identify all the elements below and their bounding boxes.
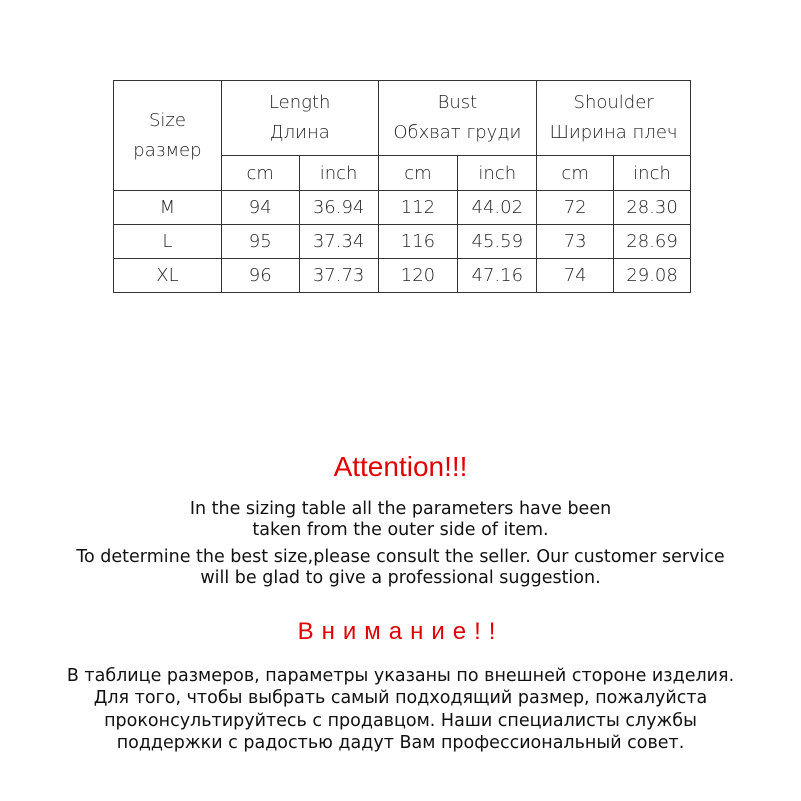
unit-header: inch xyxy=(298,155,379,191)
cell: 116 xyxy=(377,224,459,259)
cell: L xyxy=(113,224,222,259)
cell: M xyxy=(113,190,222,225)
cell: 120 xyxy=(377,258,459,293)
cell: 94 xyxy=(220,190,300,225)
attention-line-ru: Для того, чтобы выбрать самый подходящий… xyxy=(93,688,708,708)
cell: 47.16 xyxy=(457,258,538,293)
unit-header: inch xyxy=(613,155,691,191)
cell: 37.34 xyxy=(298,224,379,259)
attention-line-ru: поддержки с радостью дадут Вам профессио… xyxy=(116,733,685,753)
attention-line-ru: проконсультируйтесь с продавцом. Наши сп… xyxy=(104,711,697,731)
attention-line: taken from the outer side of item. xyxy=(252,520,549,540)
cell: 29.08 xyxy=(613,258,691,293)
cell: 96 xyxy=(220,258,300,293)
table-row: XL 96 37.73 120 47.16 74 29.08 xyxy=(113,258,691,293)
cell: 37.73 xyxy=(298,258,379,293)
attention-line-ru: В таблице размеров, параметры указаны по… xyxy=(66,666,735,686)
size-header: Size размер xyxy=(113,80,222,191)
cell: 72 xyxy=(536,190,615,225)
bust-header: Bust Обхват груди xyxy=(377,80,538,156)
size-header-ru: размер xyxy=(133,139,202,161)
cell: 74 xyxy=(536,258,615,293)
unit-header: cm xyxy=(220,155,300,191)
unit-header: cm xyxy=(377,155,459,191)
cell: 45.59 xyxy=(457,224,538,259)
size-header-en: Size xyxy=(148,109,186,131)
attention-line: will be glad to give a professional sugg… xyxy=(200,568,601,588)
cell: XL xyxy=(113,258,222,293)
attention-title-en: Attention!!! xyxy=(333,451,468,482)
shoulder-header: Shoulder Ширина плеч xyxy=(536,80,691,156)
cell: 73 xyxy=(536,224,615,259)
cell: 44.02 xyxy=(457,190,538,225)
cell: 36.94 xyxy=(298,190,379,225)
size-chart-table: Size размер Length Длина Bust Обхват груди … xyxy=(113,80,691,293)
attention-title-ru: Внимание!! xyxy=(297,618,504,645)
table-row: M 94 36.94 112 44.02 72 28.30 xyxy=(113,190,691,225)
cell: 28.69 xyxy=(613,224,691,259)
unit-header: inch xyxy=(457,155,538,191)
cell: 95 xyxy=(220,224,300,259)
cell: 112 xyxy=(377,190,459,225)
unit-header: cm xyxy=(536,155,615,191)
length-header: Length Длина xyxy=(220,80,379,156)
table-row: L 95 37.34 116 45.59 73 28.69 xyxy=(113,224,691,259)
attention-line: To determine the best size,please consul… xyxy=(76,547,725,567)
attention-line: In the sizing table all the parameters h… xyxy=(189,499,612,519)
cell: 28.30 xyxy=(613,190,691,225)
